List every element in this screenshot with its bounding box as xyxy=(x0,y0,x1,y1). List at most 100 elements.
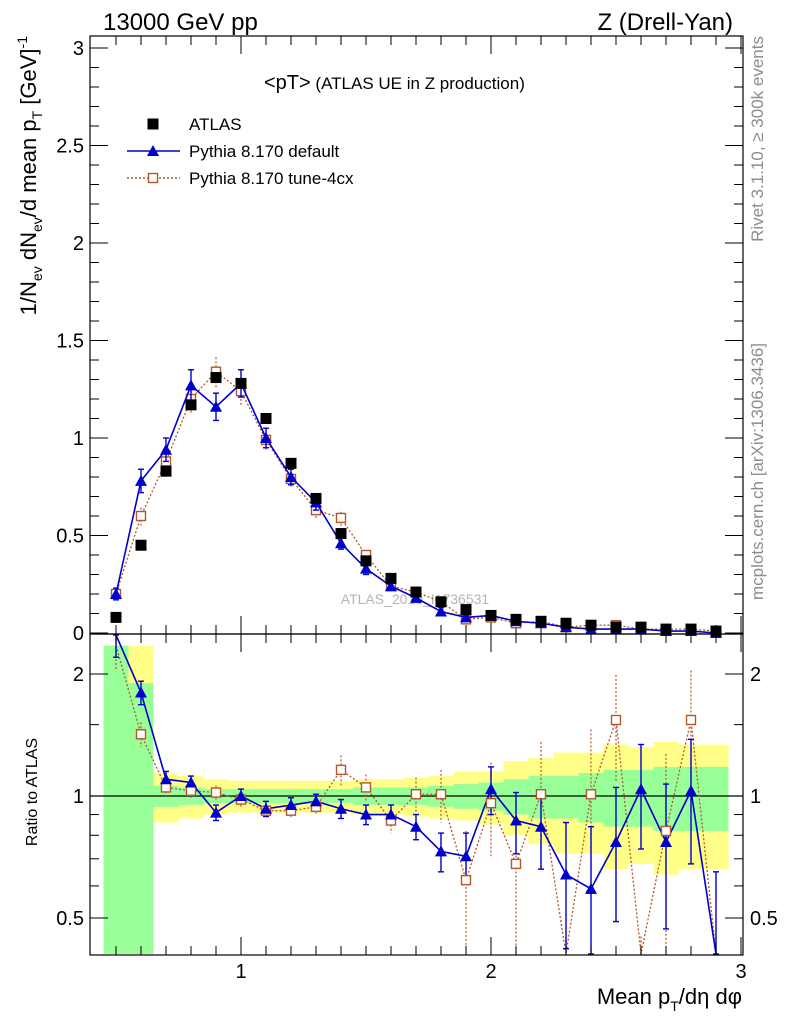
ratio-tune-4cx-point xyxy=(485,797,497,809)
atlas-point xyxy=(360,555,372,567)
legend-label: Pythia 8.170 tune-4cx xyxy=(189,169,354,188)
legend-item: Pythia 8.170 default xyxy=(127,142,340,161)
ratio-tune-4cx-point xyxy=(410,789,422,800)
series-atlas xyxy=(110,372,722,637)
default-point xyxy=(435,605,447,617)
atlas-point xyxy=(285,457,297,469)
uncertainty-band-inner xyxy=(103,645,129,954)
atlas-point xyxy=(160,465,172,477)
legend-marker xyxy=(147,145,159,156)
ratio-default-point xyxy=(185,776,197,788)
ratio-default-point xyxy=(660,836,672,848)
atlas-point xyxy=(335,528,347,540)
ratio-y-tick-label-right: 1 xyxy=(750,786,761,808)
ratio-default-point xyxy=(610,836,622,848)
atlas-point xyxy=(235,377,247,389)
default-point xyxy=(260,432,272,443)
ratio-default-point xyxy=(635,783,647,795)
ratio-default-point xyxy=(335,802,347,814)
ratio-y-tick-label: 2 xyxy=(73,664,84,686)
tune-4cx-point xyxy=(335,512,347,524)
atlas-point xyxy=(110,611,122,623)
series-pythia-default xyxy=(110,369,722,638)
x-tick-label: 1 xyxy=(235,961,246,983)
ratio-default-point xyxy=(535,820,547,832)
ratio-y-tick-label-right: 2 xyxy=(750,664,761,686)
default-point xyxy=(160,443,172,455)
main-y-axis-label: 1/Nev dNev/d mean pT [GeV]-1 xyxy=(14,36,45,316)
ratio-y-axis-label: Ratio to ATLAS xyxy=(24,738,41,846)
ratio-default-point xyxy=(435,845,447,857)
atlas-point xyxy=(410,586,422,598)
main-y-tick-label: 0.5 xyxy=(56,526,84,548)
ratio-default-point xyxy=(485,783,497,795)
atlas-point xyxy=(635,621,647,633)
atlas-point xyxy=(135,539,147,551)
x-tick-label: 3 xyxy=(735,961,746,983)
atlas-point xyxy=(485,609,497,621)
default-point xyxy=(210,400,222,412)
default-point xyxy=(360,562,372,574)
ratio-default-point xyxy=(285,799,297,811)
legend-marker xyxy=(147,118,159,130)
legend-label: Pythia 8.170 default xyxy=(189,142,340,161)
atlas-point xyxy=(185,399,197,411)
ratio-tune-4cx-point xyxy=(160,782,172,793)
ratio-x-axis: 1 2 3 xyxy=(115,634,747,983)
ratio-default-point xyxy=(260,802,272,814)
default-point xyxy=(185,379,197,391)
ratio-panel: 0.5 0.5 1 1 2 2 1 2 3 Ratio to ATLAS Mean pT/dη… xyxy=(24,633,778,1014)
atlas-point xyxy=(260,413,272,424)
default-point xyxy=(460,611,472,623)
atlas-point xyxy=(435,596,447,608)
ratio-tune-4cx-point xyxy=(535,789,547,800)
x-tick-label: 2 xyxy=(485,961,496,983)
main-frame xyxy=(89,35,744,635)
ratio-default-point xyxy=(585,882,597,894)
atlas-point xyxy=(560,617,572,629)
ratio-default-point xyxy=(385,808,397,820)
ratio-default-point xyxy=(410,820,422,832)
atlas-point xyxy=(310,492,322,504)
uncertainty-band-inner xyxy=(553,776,579,819)
ratio-tune-4cx-point xyxy=(685,714,697,726)
atlas-point xyxy=(585,619,597,631)
default-point xyxy=(335,537,347,549)
main-y-tick-label: 1 xyxy=(73,428,84,450)
ratio-tune-4cx-point xyxy=(360,782,372,793)
legend-marker xyxy=(147,172,159,184)
main-series xyxy=(110,356,722,638)
atlas-point xyxy=(385,572,397,584)
main-y-tick-label: 1.5 xyxy=(56,331,84,353)
ratio-tune-4cx-point xyxy=(460,874,472,886)
default-point xyxy=(285,471,297,482)
ratio-default-point xyxy=(210,806,222,818)
chart-title: <pT> (ATLAS UE in Z production) xyxy=(264,72,525,94)
atlas-point xyxy=(510,613,522,625)
ratio-series xyxy=(113,634,719,955)
atlas-point xyxy=(685,623,697,635)
main-panel: 00.511.522.53 ATLAS_2019_I1736531 1/Nev … xyxy=(14,35,744,645)
legend-item: ATLAS xyxy=(147,115,242,134)
header-right: Z (Drell-Yan) xyxy=(597,9,733,36)
ratio-tune-4cx-point xyxy=(435,789,447,800)
main-y-tick-label: 3 xyxy=(73,38,84,60)
default-point xyxy=(110,588,122,599)
default-point xyxy=(385,580,397,592)
ratio-bands xyxy=(103,645,729,954)
tune-4cx-point xyxy=(135,510,147,522)
ratio-default-point xyxy=(160,773,172,785)
atlas-point xyxy=(460,604,472,616)
default-point xyxy=(135,474,147,486)
main-y-tick-label: 2 xyxy=(73,233,84,255)
atlas-point xyxy=(535,615,547,627)
legend: ATLAS Pythia 8.170 default Pythia 8.170 tu… xyxy=(127,115,354,188)
ratio-default-point xyxy=(310,795,322,807)
ratio-y-axis: 0.5 0.5 1 1 2 2 xyxy=(56,664,778,930)
ratio-y-tick-label: 0.5 xyxy=(56,908,84,930)
main-y-tick-label: 0 xyxy=(73,623,84,645)
ratio-y-tick-label: 1 xyxy=(73,786,84,808)
main-y-tick-label: 2.5 xyxy=(56,136,84,158)
atlas-point xyxy=(610,621,622,633)
